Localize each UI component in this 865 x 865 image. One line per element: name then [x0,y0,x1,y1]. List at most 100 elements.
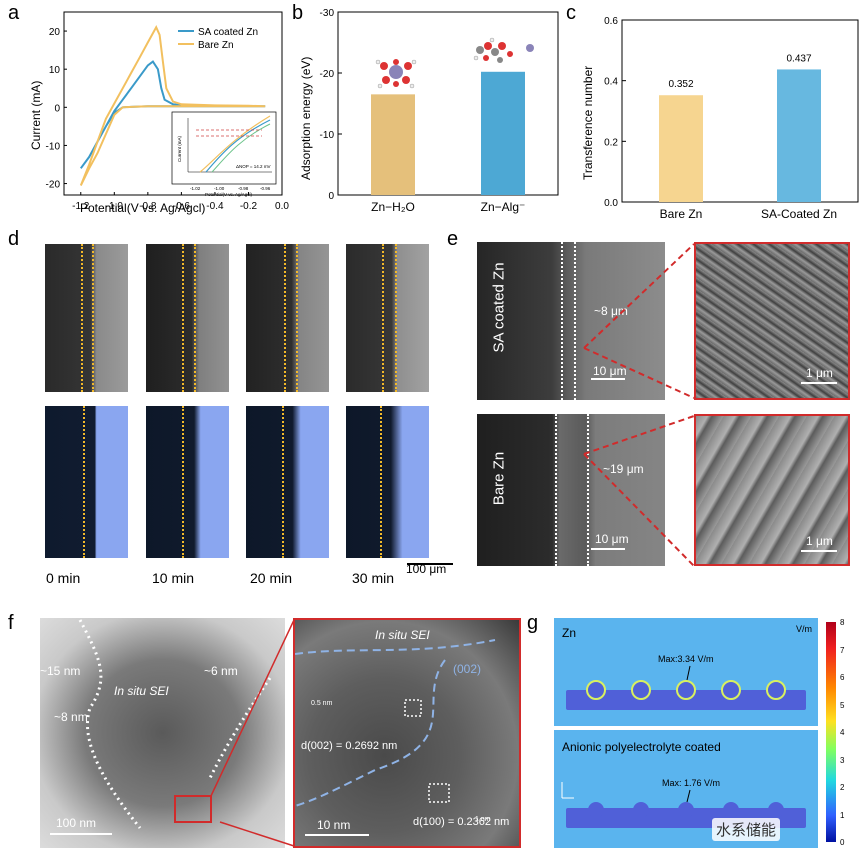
colorbar-tick-label: 1 [840,810,845,820]
colorbar-tick-label: 4 [840,728,845,737]
f-mini-scale-1: 0.5 nm [311,700,333,707]
d-row-label-bare: Bare Zn [17,455,35,510]
e-row-label-bare: Bare Zn [490,451,508,506]
transference-chart: 0.0 0.2 0.4 0.6 Bare Zn SA-Coated Zn 0.352 0.4… [581,16,859,221]
f-scale-right: 10 nm [317,818,351,832]
d-sa-0min [45,244,128,392]
g-zn-label: Zn [562,626,577,640]
f-sei-label-left: In situ SEI [114,684,169,698]
f-d100: d(100) = 0.2362 nm [413,816,510,828]
d-bare-0min [45,406,128,558]
bar-ytick-label: 0.4 [604,77,618,88]
cv-xtick-label: -0.4 [206,201,224,212]
e-zoom-connectors [583,243,695,567]
svg-text:-0.96: -0.96 [260,186,271,191]
panel-label-c: c [566,2,576,24]
bar-value-label: 0.352 [668,79,693,90]
cv-xtick-label: -1.0 [106,201,124,212]
cv-xlabel: Potential(V vs. Ag/Agcl) [80,201,205,215]
bar-category-label: Zn−H₂O [371,200,415,214]
e-bare-zoom: 1 μm [694,414,850,566]
g-unit-label: V/m [796,624,813,634]
bar-category-label: SA-Coated Zn [761,207,837,221]
e-sa-zoom-scale: 1 μm [806,366,833,380]
svg-text:-1.00: -1.00 [214,186,225,191]
colorbar-tick-label: 7 [840,645,845,655]
cv-ytick-label: 20 [49,27,61,38]
g-coated-max: Max: 1.76 V/m [662,778,721,788]
zn-alg-molecule-icon [473,37,534,63]
d-time-10: 10 min [152,570,195,586]
bar-category-label: Bare Zn [660,207,703,221]
d-time-0: 0 min [46,570,81,586]
colorbar-tick-label: 2 [840,783,845,792]
g-zn-field: Zn Max:3.34 V/m V/m [554,618,818,726]
d-sa-20min [246,244,329,392]
cv-inset: -1.02 -1.00 -0.98 -0.96 Potential(V vs. … [171,111,277,197]
bar-1 [481,71,525,195]
svg-text:-1.02: -1.02 [190,186,201,191]
bar-0 [371,94,415,195]
cv-xtick-label: -0.2 [240,201,258,212]
bar-ytick-label: -30 [320,8,335,19]
cv-ytick-label: -20 [46,180,61,191]
e-bare-zoom-scale: 1 μm [806,534,833,548]
e-bare-thickness: ~19 μm [603,462,644,476]
colorbar-tick-label: 3 [840,755,845,765]
cv-series-line-1 [79,25,266,186]
legend-label-bare: Bare Zn [198,40,234,51]
f-tem-overview: ~15 nm ~8 nm ~6 nm In situ SEI 100 nm [40,618,285,848]
e-bare-scale: 10 μm [595,532,629,546]
legend-label-sa: SA coated Zn [198,27,258,38]
adsorption-ylabel: Adsorption energy (eV) [299,57,313,180]
cv-xtick-label: -1.2 [72,201,90,212]
bar-category-label: Zn−Alg⁻ [481,200,526,214]
d-sa-10min [146,244,229,392]
bar-ytick-label: -10 [320,130,335,141]
colorbar-tick-label: 6 [840,673,845,682]
f-sei-label-right: In situ SEI [375,628,430,642]
cv-plot-frame [63,11,283,196]
bar-ytick-label: -20 [320,69,335,80]
cv-ylabel: Current (mA) [29,81,43,150]
zn-h2o-molecule-icon [375,59,417,89]
panel-label-f: f [8,612,14,634]
panel-label-a: a [8,2,20,24]
svg-text:Current (mA): Current (mA) [177,135,182,162]
f-plane-label: (002) [453,662,482,676]
cv-xtick-label: -0.6 [173,201,191,212]
bar-1 [777,69,821,203]
bar-0 [659,95,703,202]
bar-ytick-label: 0.6 [604,16,618,27]
e-sa-scale: 10 μm [593,364,627,378]
d-bare-10min [146,406,229,558]
cv-xtick-label: -0.8 [139,201,157,212]
panel-label-e: e [447,228,459,250]
cv-ytick-label: 0 [54,103,60,114]
f-d002: d(002) = 0.2692 nm [301,740,398,752]
cv-ytick-label: -10 [46,141,61,152]
watermark-text: 水系储能 [712,818,781,841]
panel-label-b: b [292,2,304,24]
svg-text:-0.98: -0.98 [238,186,249,191]
cv-chart: -1.2 -1.0 -0.8 -0.6 -0.4 -0.2 0.0 -20 -10 0 10 20 S… [29,11,289,215]
bar-value-label: 0.437 [786,53,811,64]
g-coated-label: Anionic polyelectrolyte coated [562,740,721,754]
f-scale-left: 100 nm [56,816,97,830]
cv-ytick-label: 10 [49,65,61,76]
adsorption-chart: 0 -10 -20 -30 Zn−H₂O Zn−Alg⁻ Adsorption energ… [299,8,559,214]
d-sa-30min [346,244,429,392]
g-zn-max: Max:3.34 V/m [658,654,714,664]
d-time-30: 30 min [352,570,395,586]
f-tem-hr: In situ SEI (002) d(002) = 0.2692 nm d(1… [293,618,521,848]
cv-xtick-label: 0.0 [275,201,289,212]
svg-text:ΔNOP = 14.2 mV: ΔNOP = 14.2 mV [236,164,271,169]
colorbar-tick-label: 8 [840,618,845,627]
e-row-label-sa: SA coated Zn [490,262,508,353]
d-scale-label: 100 μm [406,562,447,576]
bar-ytick-label: 0.0 [604,198,618,209]
f-thick-8: ~8 nm [54,710,88,724]
f-thick-6: ~6 nm [204,664,238,678]
d-bare-20min [246,406,329,558]
f-zoom-connectors [210,619,295,847]
